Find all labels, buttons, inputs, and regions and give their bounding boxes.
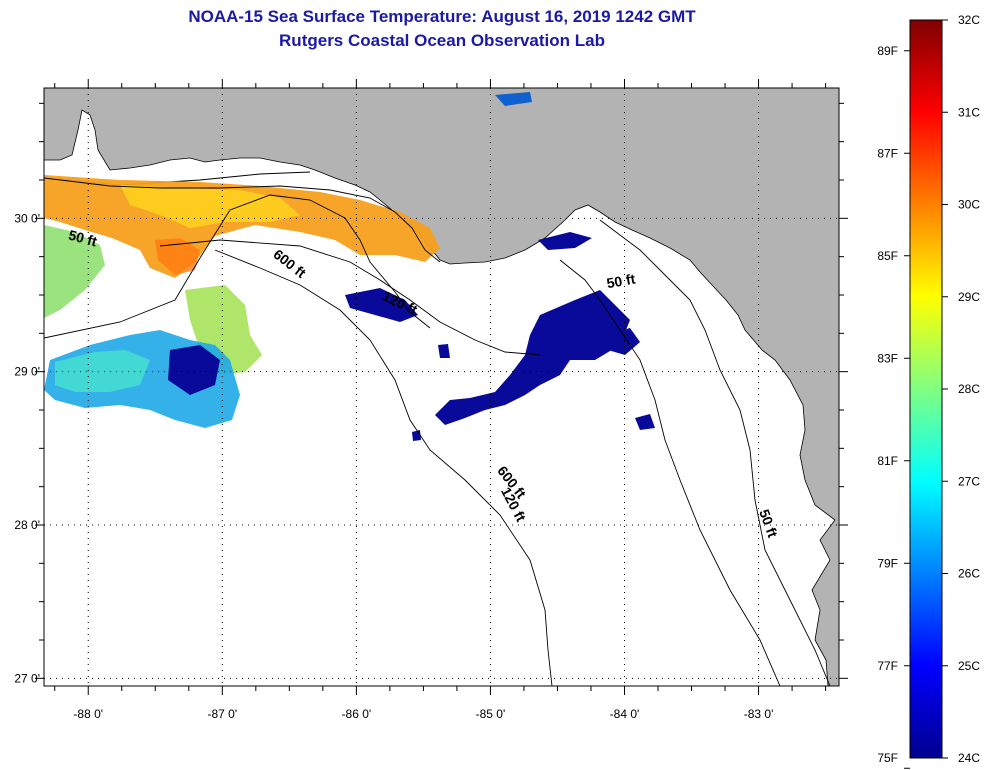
lat-tick-label: 27 0' xyxy=(14,671,40,685)
colorbar-celsius-label: 29C xyxy=(958,290,980,304)
contour-600ft-east xyxy=(214,249,553,686)
colorbar-fahrenheit-label: 87F xyxy=(877,146,898,160)
lon-tick-label: -86 0' xyxy=(342,707,372,721)
axis-ticks xyxy=(35,79,848,695)
lat-lon-grid xyxy=(44,88,839,686)
colorbar-fahrenheit-label: 83F xyxy=(877,351,898,365)
axis-labels: -88 0' -87 0' -86 0' -85 0' -84 0' -83 0' 30 0… xyxy=(14,211,773,721)
colorbar-celsius-label: 32C xyxy=(958,13,980,27)
sst-cold-point xyxy=(438,344,450,358)
colorbar-fahrenheit-label: 75F xyxy=(877,751,898,765)
colorbar-fahrenheit-label: 89F xyxy=(877,44,898,58)
colorbar-fahrenheit-label: 77F xyxy=(877,659,898,673)
lon-tick-label: -87 0' xyxy=(207,707,237,721)
sst-yellow-patch xyxy=(120,185,300,228)
land-mass xyxy=(44,88,839,686)
contour-50ft-west xyxy=(44,177,441,263)
lon-tick-label: -88 0' xyxy=(73,707,103,721)
lat-tick-label: 28 0' xyxy=(14,518,40,532)
lon-tick-label: -85 0' xyxy=(476,707,506,721)
sst-cold-coast xyxy=(538,232,592,250)
colorbar-celsius-label: 31C xyxy=(958,105,980,119)
lon-tick-label: -83 0' xyxy=(744,707,774,721)
map-title: NOAA-15 Sea Surface Temperature: August … xyxy=(188,7,696,26)
colorbar-fahrenheit-labels: 89F 87F 85F 83F 81F 79F 77F 75F xyxy=(877,44,898,765)
contour-depth-label: 50 ft xyxy=(605,270,636,291)
colorbar-ticks xyxy=(904,19,948,769)
sst-cold-east-small xyxy=(605,328,640,355)
colorbar-fahrenheit-label: 85F xyxy=(877,249,898,263)
temperature-colorbar: 32C 31C 30C 29C 28C 27C 26C 25C 24C 89F 87F 85F 83F… xyxy=(877,13,980,769)
contour-50ft-east xyxy=(599,219,831,686)
lat-tick-label: 30 0' xyxy=(14,211,40,225)
sst-orange-patch xyxy=(155,238,200,275)
colorbar-celsius-label: 27C xyxy=(958,474,980,488)
contour-600ft-west xyxy=(44,194,431,339)
sst-deep-blue-west xyxy=(168,345,220,395)
colorbar-celsius-label: 30C xyxy=(958,198,980,212)
lat-tick-label: 29 0' xyxy=(14,365,40,379)
colorbar-celsius-label: 25C xyxy=(958,659,980,673)
contour-120ft-east xyxy=(559,259,781,686)
sst-cold-offshore xyxy=(635,414,655,430)
map-subtitle: Rutgers Coastal Ocean Observation Lab xyxy=(279,31,605,50)
colorbar-celsius-label: 24C xyxy=(958,751,980,765)
lon-tick-label: -84 0' xyxy=(610,707,640,721)
colorbar-fahrenheit-label: 79F xyxy=(877,556,898,570)
colorbar-celsius-label: 28C xyxy=(958,382,980,396)
sst-cyan-west xyxy=(55,350,150,392)
sst-green-coastal xyxy=(44,225,105,318)
sst-cold-central xyxy=(345,288,418,322)
map-frame xyxy=(43,87,840,687)
depth-contours xyxy=(44,177,831,686)
sst-data-layer xyxy=(44,92,655,441)
colorbar-celsius-label: 26C xyxy=(958,567,980,581)
colorbar-fahrenheit-label: 81F xyxy=(877,454,898,468)
sst-cold-top xyxy=(495,92,532,106)
sst-cold-east xyxy=(435,290,630,425)
colorbar-celsius-labels: 32C 31C 30C 29C 28C 27C 26C 25C 24C xyxy=(958,13,980,765)
colorbar-bar xyxy=(909,19,943,759)
contour-depth-label: 50 ft xyxy=(67,227,99,250)
